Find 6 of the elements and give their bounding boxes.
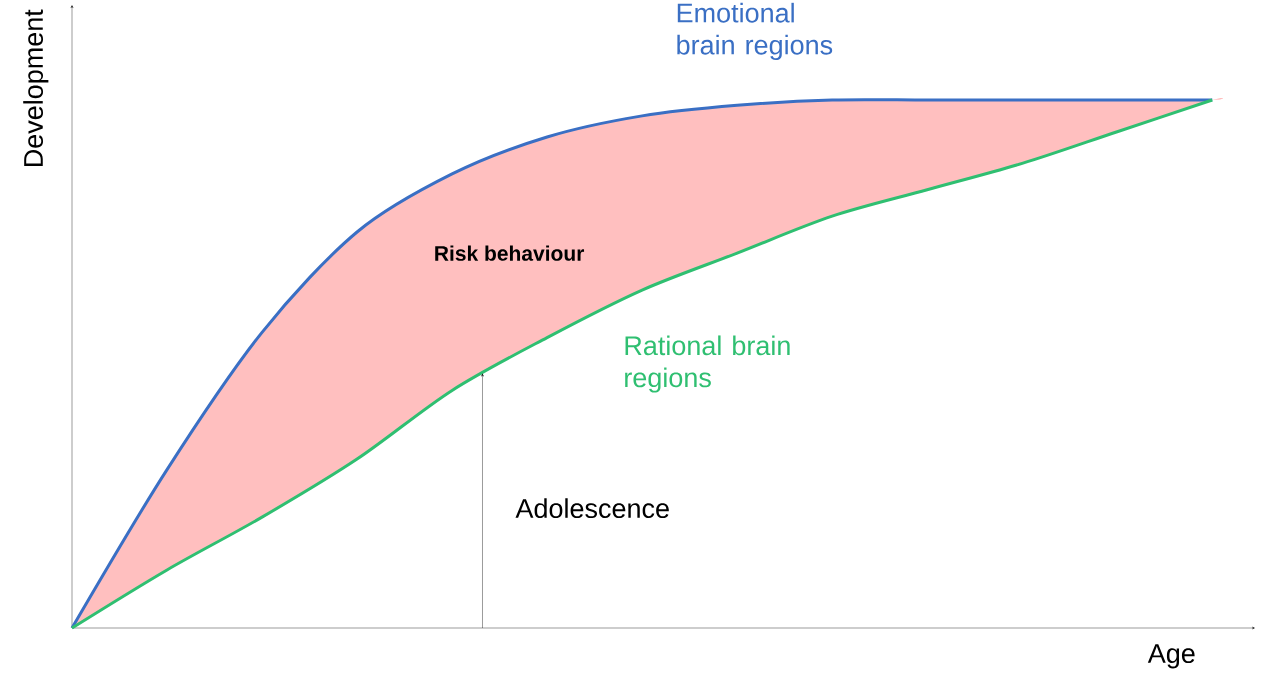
annotation: Adolescence bbox=[515, 498, 669, 519]
series-label: Rational brain regions bbox=[625, 335, 790, 393]
x-axis-title: Age bbox=[1147, 644, 1195, 669]
series-label: Emotional brain regions bbox=[677, 2, 833, 60]
annotation: Risk behaviour bbox=[435, 245, 585, 261]
y-axis-title: Development bbox=[23, 9, 49, 167]
